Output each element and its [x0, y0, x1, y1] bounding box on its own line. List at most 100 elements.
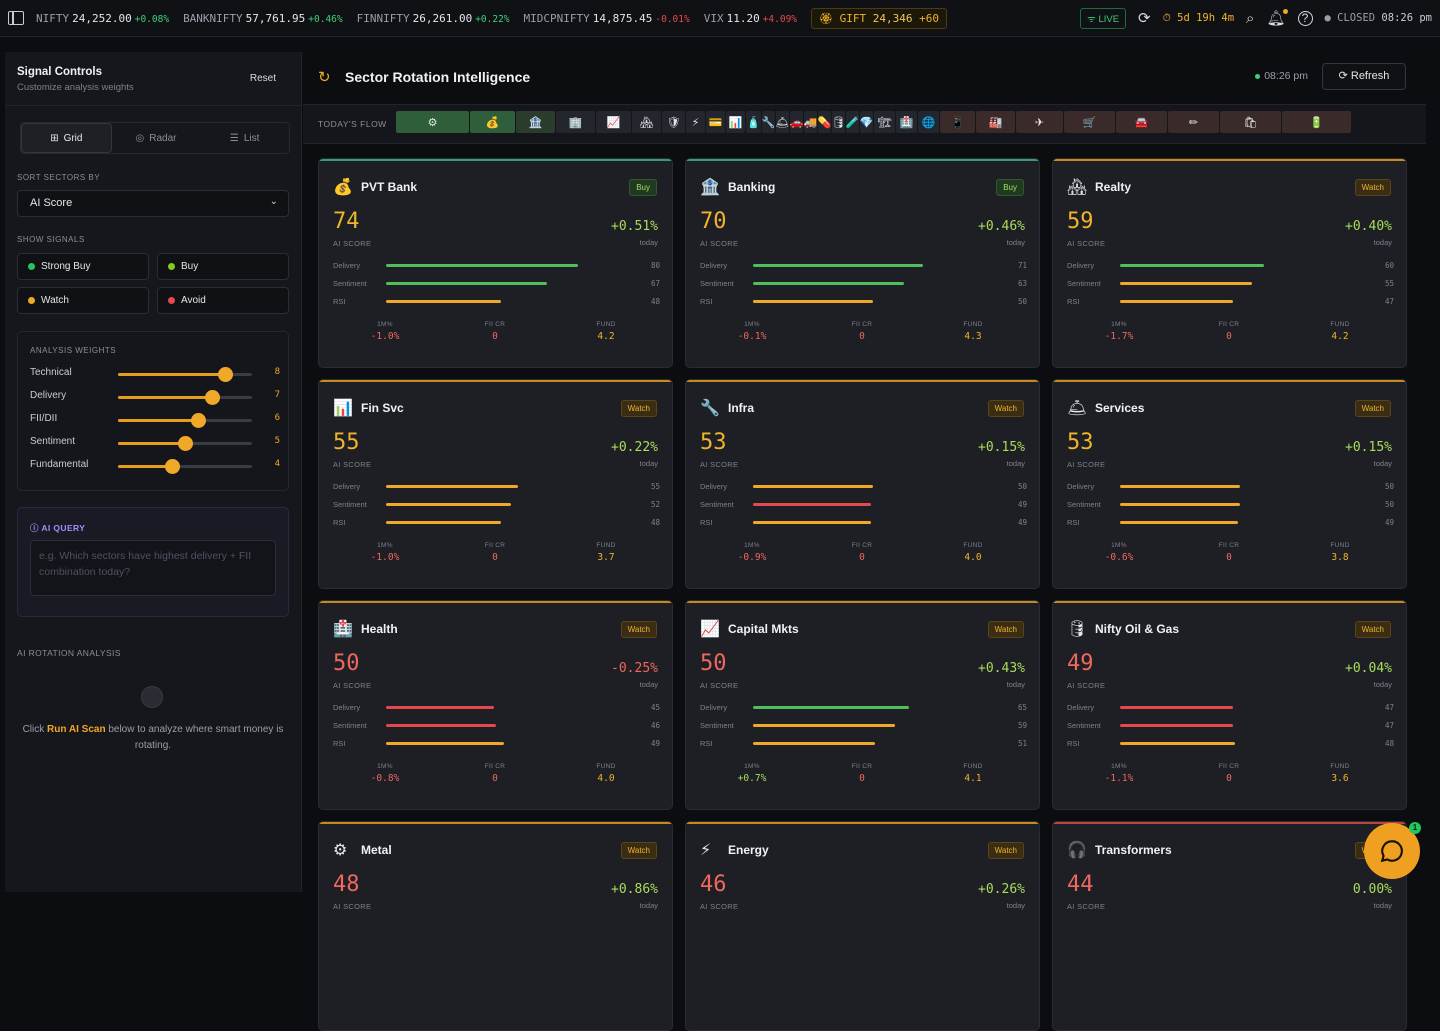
sector-card-energy[interactable]: ⚡ Energy Watch 46 AI SCORE +0.26% today: [685, 821, 1040, 1031]
flow-segment[interactable]: 📈: [596, 111, 631, 133]
signal-filter-strong-buy[interactable]: Strong Buy: [17, 253, 149, 280]
flow-segment[interactable]: 💊: [818, 111, 831, 133]
view-list-tab[interactable]: ☰ List: [200, 123, 289, 153]
ticker-name: VIX: [703, 11, 724, 25]
metric-value: 46: [650, 721, 660, 730]
ticker-item[interactable]: BANKNIFTY 57,761.95 +0.46%: [183, 12, 343, 25]
flow-segment[interactable]: 🔋: [1282, 111, 1351, 133]
flow-segment[interactable]: ⚡: [686, 111, 705, 133]
flow-segment[interactable]: 🛎: [776, 111, 789, 133]
view-label: List: [243, 132, 260, 144]
stat-label: 1M%: [377, 542, 393, 549]
flow-segment[interactable]: 📱: [940, 111, 975, 133]
slider-thumb[interactable]: [191, 413, 207, 428]
weight-slider[interactable]: [118, 436, 252, 451]
signal-filter-watch[interactable]: Watch: [17, 287, 149, 314]
sector-card-realty[interactable]: 🏘 Realty Watch 59 AI SCORE +0.40% today Deliver…: [1052, 158, 1407, 368]
sector-card-fin-svc[interactable]: 📊 Fin Svc Watch 55 AI SCORE +0.22% today Delive…: [318, 379, 673, 589]
ai-query-panel: ⓘ AI QUERY e.g. Which sectors have highe…: [17, 507, 289, 617]
flow-segment[interactable]: 💳: [706, 111, 725, 133]
weight-slider[interactable]: [118, 367, 252, 382]
refresh-button[interactable]: ⟳ Refresh: [1322, 63, 1406, 90]
flow-segment[interactable]: 🏘: [632, 111, 661, 133]
run-ai-scan-link[interactable]: Run AI Scan: [47, 724, 106, 735]
sector-card-services[interactable]: 🛎 Services Watch 53 AI SCORE +0.15% today Deliv…: [1052, 379, 1407, 589]
flow-segment[interactable]: 🏥: [896, 111, 917, 133]
flow-segment[interactable]: 🧴: [746, 111, 761, 133]
weights-label: ANALYSIS WEIGHTS: [30, 346, 117, 355]
metric-bar: [753, 503, 871, 506]
view-radar-tab[interactable]: ◎ Radar: [112, 123, 201, 153]
gift-nifty-chip[interactable]: 🏵 GIFT 24,346 +60: [811, 7, 947, 29]
sector-card-nifty-oil-gas[interactable]: 🛢 Nifty Oil & Gas Watch 49 AI SCORE +0.04% tod…: [1052, 600, 1407, 810]
change-percent: +0.40%: [1345, 219, 1392, 234]
flow-segment[interactable]: 🧪: [846, 111, 859, 133]
flow-segment[interactable]: 💎: [860, 111, 873, 133]
ticker-item[interactable]: VIX 11.20 +4.09%: [704, 12, 797, 25]
flow-segment[interactable]: 🏭: [976, 111, 1015, 133]
weight-slider[interactable]: [118, 390, 252, 405]
weight-slider[interactable]: [118, 459, 252, 474]
flow-segment[interactable]: 🚚: [804, 111, 817, 133]
weight-technical: Technical 8: [30, 367, 280, 382]
sidebar-toggle-icon[interactable]: [8, 11, 24, 25]
flow-segment[interactable]: 🛡: [662, 111, 685, 133]
reset-button[interactable]: Reset: [249, 73, 276, 84]
flow-segment[interactable]: 🛍: [1220, 111, 1281, 133]
flow-segment[interactable]: 🌐: [918, 111, 939, 133]
metric-row-sentiment: Sentiment 63: [700, 279, 1027, 289]
metric-value: 67: [650, 279, 660, 288]
sort-select[interactable]: AI Score ⌄: [17, 190, 289, 217]
ai-score-label: AI SCORE: [1067, 239, 1106, 248]
sector-card-health[interactable]: 🏥 Health Watch 50 AI SCORE -0.25% today Deliver…: [318, 600, 673, 810]
flow-segment[interactable]: 🛢: [832, 111, 845, 133]
flow-segment[interactable]: ✈: [1016, 111, 1063, 133]
flow-segment[interactable]: 💰: [470, 111, 515, 133]
weight-slider[interactable]: [118, 413, 252, 428]
metric-row-rsi: RSI 49: [700, 518, 1027, 528]
ai-query-input[interactable]: e.g. Which sectors have highest delivery…: [30, 540, 276, 596]
signal-filter-buy[interactable]: Buy: [157, 253, 289, 280]
help-icon[interactable]: ?: [1297, 10, 1313, 26]
flow-segment[interactable]: 🔧: [762, 111, 775, 133]
page-title: Sector Rotation Intelligence: [345, 69, 531, 85]
slider-thumb[interactable]: [218, 367, 234, 382]
view-grid-tab[interactable]: ⊞ Grid: [21, 123, 112, 153]
flow-segment[interactable]: 🏢: [556, 111, 595, 133]
sector-card-pvt-bank[interactable]: 💰 PVT Bank Buy 74 AI SCORE +0.51% today Deliver…: [318, 158, 673, 368]
stat-value: 3.8: [1331, 552, 1349, 563]
slider-thumb[interactable]: [204, 390, 220, 405]
sector-card-capital-mkts[interactable]: 📈 Capital Mkts Watch 50 AI SCORE +0.43% today D…: [685, 600, 1040, 810]
rotation-label: AI ROTATION ANALYSIS: [17, 648, 121, 658]
search-icon[interactable]: ⌕: [1246, 9, 1255, 27]
sector-card-metal[interactable]: ⚙ Metal Watch 48 AI SCORE +0.86% today: [318, 821, 673, 1031]
sector-card-infra[interactable]: 🔧 Infra Watch 53 AI SCORE +0.15% today Delivery…: [685, 379, 1040, 589]
flow-segment[interactable]: 🚗: [790, 111, 803, 133]
signal-badge: Watch: [987, 842, 1024, 859]
stat-m1: 1M% -0.6%: [1079, 542, 1159, 563]
flow-segment[interactable]: 🛒: [1064, 111, 1115, 133]
sector-card-banking[interactable]: 🏦 Banking Buy 70 AI SCORE +0.46% today Delivery…: [685, 158, 1040, 368]
sector-name: Nifty Oil & Gas: [1095, 622, 1180, 636]
ticker-item[interactable]: MIDCPNIFTY 14,875.45 -0.01%: [524, 12, 690, 25]
flow-segment[interactable]: 🏦: [516, 111, 555, 133]
bell-icon[interactable]: 🔔︎: [1266, 9, 1288, 27]
ticker-item[interactable]: FINNIFTY 26,261.00 +0.22%: [357, 12, 510, 25]
slider-thumb[interactable]: [164, 459, 180, 474]
flow-segment[interactable]: ✏: [1168, 111, 1219, 133]
metric-label: Sentiment: [333, 500, 367, 509]
ticker-change: +0.22%: [475, 13, 510, 25]
flow-segment[interactable]: 🚘: [1116, 111, 1167, 133]
sector-name: Fin Svc: [361, 401, 404, 415]
signal-badge: Watch: [620, 400, 657, 417]
sync-icon[interactable]: ⟳: [1138, 10, 1151, 27]
signal-badge: Buy: [629, 179, 657, 196]
flow-segment[interactable]: ⚙: [396, 111, 469, 133]
flow-segment[interactable]: 🏗: [874, 111, 895, 133]
flow-segment[interactable]: 📊: [726, 111, 745, 133]
ticker-item[interactable]: NIFTY 24,252.00 +0.08%: [36, 12, 169, 25]
stat-value: -0.1%: [737, 331, 767, 342]
slider-thumb[interactable]: [178, 436, 193, 451]
signal-filter-avoid[interactable]: Avoid: [157, 287, 289, 314]
